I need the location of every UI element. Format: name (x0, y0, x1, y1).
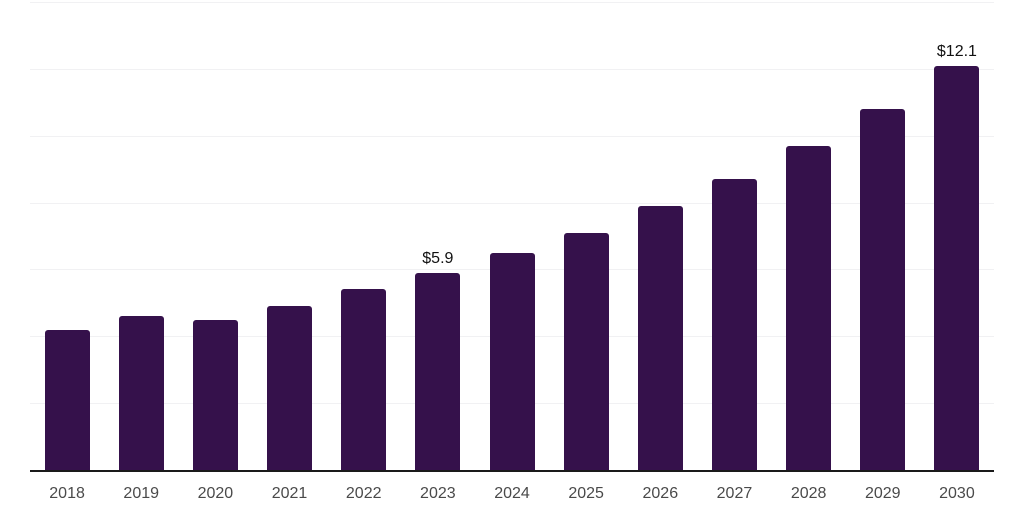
gridline-14 (30, 2, 994, 3)
x-tick-label-2030: 2030 (939, 485, 975, 502)
x-tick-label-2022: 2022 (345, 485, 382, 502)
bar-2022 (341, 289, 387, 470)
gridline-8 (30, 202, 994, 204)
bar-2025 (563, 232, 609, 470)
x-tick-label-2024: 2024 (494, 485, 530, 502)
bar-2023 (415, 272, 461, 470)
value-label-2030: $12.1 (936, 42, 977, 60)
value-label-2023: $5.9 (422, 249, 454, 267)
bar-2030 (934, 65, 980, 470)
gridline-12 (30, 68, 994, 70)
x-tick-label-2026: 2026 (642, 485, 679, 502)
bar-2028 (786, 145, 832, 470)
x-tick-label-2020: 2020 (197, 485, 234, 502)
bar-2019 (118, 316, 164, 470)
bar-2024 (489, 252, 535, 470)
x-tick-label-2027: 2027 (716, 485, 753, 502)
x-tick-label-2025: 2025 (568, 485, 604, 502)
bar-2029 (860, 108, 906, 470)
x-axis-line (30, 470, 994, 472)
x-tick-label-2029: 2029 (864, 485, 901, 502)
bar-2027 (711, 179, 757, 470)
gridline-10 (30, 135, 994, 137)
bar-2021 (267, 306, 313, 470)
x-tick-label-2018: 2018 (49, 485, 85, 502)
x-tick-label-2028: 2028 (790, 485, 827, 502)
x-tick-label-2023: 2023 (420, 485, 456, 502)
bar-2020 (192, 319, 238, 470)
bar-2026 (637, 205, 683, 470)
x-tick-label-2021: 2021 (271, 485, 308, 502)
bar-2018 (44, 329, 90, 470)
x-tick-label-2019: 2019 (123, 485, 160, 502)
